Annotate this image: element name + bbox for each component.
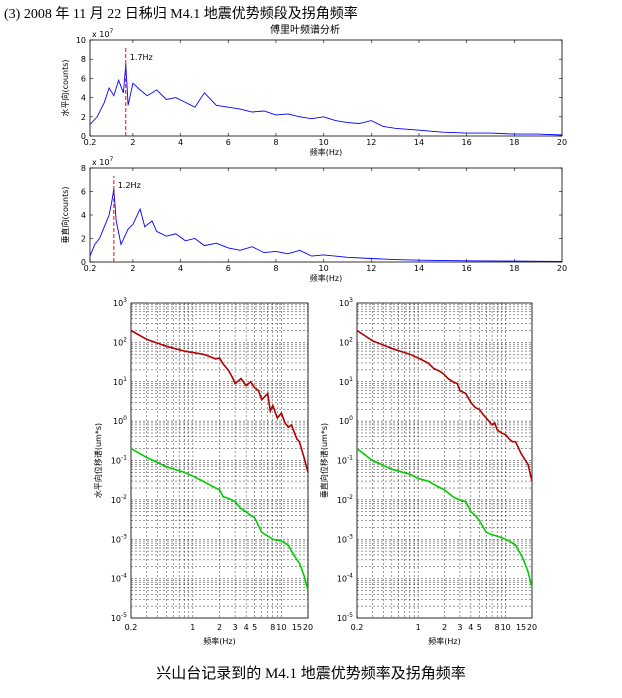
x-tick-label: 8 [495, 623, 500, 632]
y-tick-label: 8 [81, 164, 86, 173]
y-tick-label: 103 [113, 297, 127, 308]
y-axis-label: 垂直向位移谱(um*s) [319, 423, 329, 498]
y-tick-label: 10-3 [111, 533, 127, 544]
y-tick-label: 10-4 [111, 573, 127, 584]
x-tick-label: 20 [527, 623, 537, 632]
y-axis-label: 水平向(counts) [60, 60, 70, 117]
x-tick-label: 8 [273, 264, 278, 273]
spectrum-line [89, 63, 563, 136]
y-axis-label: 垂直向(counts) [60, 187, 70, 244]
x-tick-label: 2 [130, 138, 135, 147]
marker-label: 1.7Hz [130, 53, 153, 62]
y-tick-label: 8 [81, 55, 86, 64]
x-tick-label: 10 [276, 623, 286, 632]
figure-header: (3) 2008 年 11 月 22 日秭归 M4.1 地震优势频段及拐角频率 [4, 7, 358, 22]
x-tick-label: 2 [217, 623, 222, 632]
x-tick-label: 10 [319, 264, 329, 273]
y-tick-label: 6 [81, 188, 86, 197]
x-axis-label: 频率(Hz) [310, 273, 342, 283]
green-noise-line [356, 447, 533, 588]
x-tick-label: 18 [509, 138, 519, 147]
chart-title: 傅里叶频谱分析 [270, 23, 340, 36]
x-tick-label: 6 [226, 138, 231, 147]
x-tick-label: 1 [190, 623, 195, 632]
plot-area-1 [89, 167, 563, 263]
y-tick-label: 100 [339, 415, 353, 426]
x-tick-label: 4 [244, 623, 249, 632]
y-tick-label: 10-1 [111, 455, 127, 466]
x-tick-label: 15 [516, 623, 526, 632]
y-tick-label: 100 [113, 415, 127, 426]
x-tick-label: 12 [366, 138, 376, 147]
y-tick-label: 10-3 [337, 533, 353, 544]
y-tick-label: 6 [81, 74, 86, 83]
y-tick-label: 10-5 [111, 612, 127, 623]
x-tick-label: 5 [252, 623, 257, 632]
y-tick-label: 10-2 [337, 494, 353, 505]
x-tick-label: 16 [462, 138, 472, 147]
y-tick-label: 10-4 [337, 573, 353, 584]
y-tick-label: 0 [81, 132, 86, 141]
red-spectrum-line [356, 329, 533, 482]
marker-label: 1.2Hz [118, 181, 141, 190]
x-tick-label: 2 [442, 623, 447, 632]
x-tick-label: 10 [501, 623, 511, 632]
x-tick-label: 3 [457, 623, 462, 632]
x-tick-label: 0.2 [351, 623, 364, 632]
y-tick-label: 10-2 [111, 494, 127, 505]
x-tick-label: 14 [414, 138, 424, 147]
x-tick-label: 3 [233, 623, 238, 632]
x-tick-label: 0.2 [84, 138, 97, 147]
x-tick-label: 0.2 [84, 264, 97, 273]
x-tick-label: 20 [557, 138, 567, 147]
y-tick-label: 103 [339, 297, 353, 308]
figure-caption: 兴山台记录到的 M4.1 地震优势频率及拐角频率 [156, 666, 466, 682]
y-tick-label: 4 [81, 211, 86, 220]
x-tick-label: 20 [557, 264, 567, 273]
x-tick-label: 16 [462, 264, 472, 273]
scale-label: x 107 [92, 28, 113, 39]
x-tick-label: 4 [178, 138, 183, 147]
x-tick-label: 1 [416, 623, 421, 632]
x-tick-label: 4 [178, 264, 183, 273]
x-tick-label: 20 [303, 623, 313, 632]
x-tick-label: 6 [226, 264, 231, 273]
x-tick-label: 12 [366, 264, 376, 273]
y-tick-label: 4 [81, 94, 86, 103]
grid-lines [356, 303, 533, 619]
y-tick-label: 101 [113, 376, 127, 387]
x-tick-label: 2 [130, 264, 135, 273]
plot-area-0 [89, 39, 563, 137]
x-tick-label: 4 [468, 623, 473, 632]
y-tick-label: 10-5 [337, 612, 353, 623]
y-tick-label: 10-1 [337, 455, 353, 466]
y-tick-label: 0 [81, 258, 86, 267]
x-axis-label: 频率(Hz) [203, 636, 235, 646]
y-axis-label: 水平向位移谱(um*s) [93, 423, 103, 498]
y-tick-label: 101 [339, 376, 353, 387]
x-tick-label: 8 [273, 138, 278, 147]
x-tick-label: 15 [292, 623, 302, 632]
scale-label: x 107 [92, 156, 113, 167]
red-spectrum-line [130, 329, 309, 473]
y-tick-label: 102 [339, 336, 353, 347]
grid-lines [130, 303, 309, 619]
x-axis-label: 频率(Hz) [310, 147, 342, 157]
x-tick-label: 14 [414, 264, 424, 273]
green-noise-line [130, 447, 309, 591]
y-tick-label: 2 [81, 235, 86, 244]
x-tick-label: 5 [477, 623, 482, 632]
y-tick-label: 2 [81, 113, 86, 122]
y-tick-label: 10 [76, 36, 86, 45]
x-tick-label: 10 [319, 138, 329, 147]
x-tick-label: 18 [509, 264, 519, 273]
x-tick-label: 0.2 [125, 623, 138, 632]
x-axis-label: 频率(Hz) [428, 636, 460, 646]
x-tick-label: 8 [270, 623, 275, 632]
y-tick-label: 102 [113, 336, 127, 347]
